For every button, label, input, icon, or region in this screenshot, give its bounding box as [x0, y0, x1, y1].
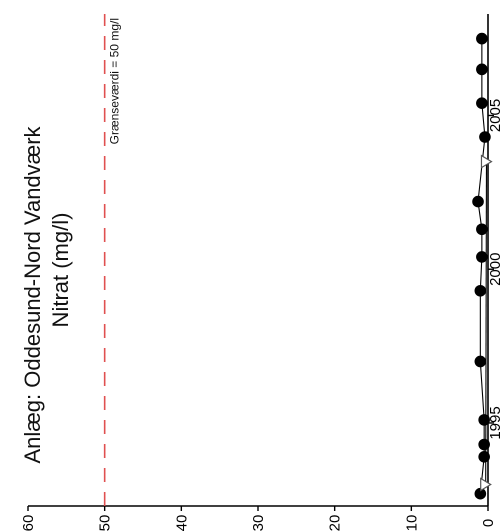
limit-label: Grænseværdi = 50 mg/l: [108, 18, 122, 144]
data-point-triangle: [480, 154, 493, 169]
data-point: [474, 355, 487, 368]
chart-axes: 0 10 20 30 40 50 60 1995 2000 2005: [20, 14, 504, 531]
value-tick-label: 60: [20, 515, 37, 531]
data-point: [479, 131, 491, 143]
value-tick-label: 20: [327, 515, 344, 531]
chart-title-group: Anlæg: Oddesund-Nord Vandværk Nitrat (mg…: [20, 125, 73, 463]
value-tick-label: 0: [480, 519, 497, 527]
chart-title: Anlæg: Oddesund-Nord Vandværk: [20, 125, 45, 463]
series-group: [472, 32, 493, 500]
data-point: [476, 32, 488, 45]
time-tick-label: 1995: [487, 406, 504, 439]
data-point: [476, 223, 488, 236]
data-point: [478, 438, 490, 451]
data-point: [478, 451, 490, 463]
data-point: [474, 487, 487, 500]
data-point: [476, 63, 488, 76]
data-point: [476, 97, 488, 109]
time-tick-label: 2000: [487, 253, 504, 286]
data-point: [472, 195, 484, 208]
value-tick-label: 30: [250, 515, 267, 531]
value-tick-label: 40: [173, 515, 190, 531]
data-point-triangle: [480, 477, 492, 492]
value-tick-label: 10: [403, 515, 420, 531]
data-point: [474, 284, 487, 297]
value-tick-label: 50: [97, 515, 114, 531]
data-point: [476, 251, 488, 263]
time-tick-label: 2005: [487, 99, 504, 132]
reference-line-group: Grænseværdi = 50 mg/l: [103, 14, 122, 506]
series-line: [485, 161, 488, 485]
data-point: [478, 414, 490, 426]
chart-subtitle: Nitrat (mg/l): [48, 213, 73, 328]
